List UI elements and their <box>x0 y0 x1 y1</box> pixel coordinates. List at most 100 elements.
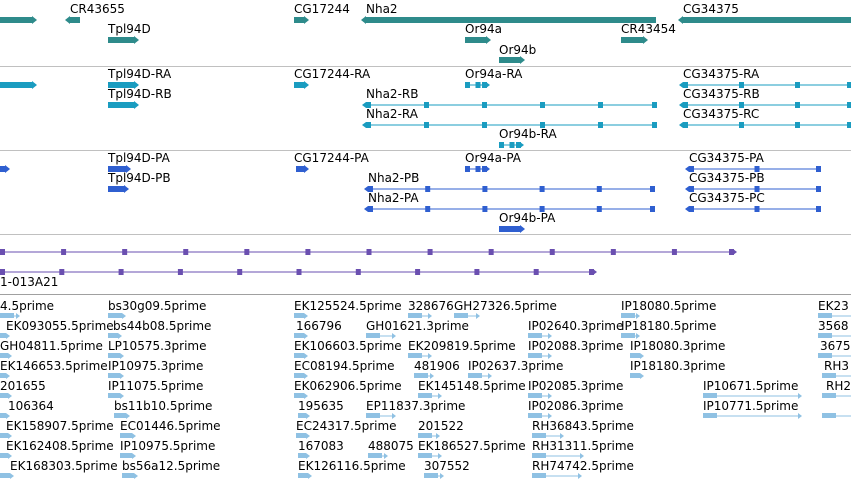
feature-ip02640-3prime[interactable] <box>528 333 552 339</box>
feature-label-cg34375-pa: CG34375-PA <box>689 151 764 165</box>
feature-ip02085-3prime[interactable] <box>528 393 552 399</box>
feature-nha2-ra[interactable] <box>362 122 657 128</box>
feature-or94b[interactable] <box>499 56 525 64</box>
feature-cr43655[interactable] <box>65 16 80 24</box>
feature-ek093055-5prime[interactable] <box>0 333 10 339</box>
feature-bs56a12-5prime[interactable] <box>122 473 138 479</box>
feature-or94a-pa[interactable] <box>465 166 490 172</box>
feature-bs30g09-5prime[interactable] <box>108 313 126 319</box>
feature-rh3[interactable] <box>822 373 851 379</box>
feature-201655[interactable] <box>0 393 12 399</box>
feature-ip10975-3prime[interactable] <box>108 373 124 379</box>
feature-ek106603-5prime[interactable] <box>294 353 308 359</box>
feature-rh2[interactable] <box>822 393 851 399</box>
feature-label-ek209819-5prime: EK209819.5prime <box>408 339 516 353</box>
feature-tpl94d[interactable] <box>108 36 139 44</box>
feature-195635[interactable] <box>298 413 310 419</box>
feature-ip18180-3prime[interactable] <box>630 373 644 379</box>
feature-tpl94d-rb[interactable] <box>108 101 139 109</box>
feature-cg34375-pb[interactable] <box>685 186 821 192</box>
feature-ip18080-3prime[interactable] <box>630 353 644 359</box>
feature-307552[interactable] <box>424 473 444 479</box>
feature-ip10771-5prime[interactable] <box>703 413 802 419</box>
feature-ip18180-5prime[interactable] <box>621 333 640 339</box>
feature-cg34375-pc[interactable] <box>685 206 821 212</box>
feature-ec24317-5prime[interactable] <box>296 433 310 439</box>
feature-tpl94d-pa[interactable] <box>108 165 131 173</box>
feature-ek145148-5prime[interactable] <box>418 393 442 399</box>
feature-ek126116-5prime[interactable] <box>298 473 312 479</box>
feature-488075[interactable] <box>368 453 388 459</box>
feature-cr43454[interactable] <box>621 36 648 44</box>
feature-ek146653-5prime[interactable] <box>0 373 10 379</box>
feature-ek186527-5prime[interactable] <box>418 453 442 459</box>
feature-ip02637-3prime[interactable] <box>468 373 492 379</box>
feature-cg34375-rc[interactable] <box>679 122 851 128</box>
feature-label-ek145148-5prime: EK145148.5prime <box>418 379 526 393</box>
feature-ip10975-5prime[interactable] <box>120 453 136 459</box>
feature-lp10575-3prime[interactable] <box>108 353 124 359</box>
feature-nha2-rb[interactable] <box>362 102 657 108</box>
feature-328676[interactable] <box>408 313 432 319</box>
feature-4-5prime[interactable] <box>0 313 20 319</box>
feature-offscreen-0-0[interactable] <box>0 16 37 24</box>
feature-166796[interactable] <box>294 333 308 339</box>
feature-label-gh04811-5prime: GH04811.5prime <box>0 339 103 353</box>
feature-or94a[interactable] <box>465 36 491 44</box>
feature-offscreen-1-0[interactable] <box>0 81 37 89</box>
feature-cg17244-ra[interactable] <box>294 81 309 89</box>
feature-ip02086-3prime[interactable] <box>528 413 552 419</box>
feature-label-cg34375-pb: CG34375-PB <box>689 171 765 185</box>
feature-rh31311-5prime[interactable] <box>532 453 584 459</box>
feature-ip10671-5prime[interactable] <box>703 393 802 399</box>
feature-label-tpl94d-ra: Tpl94D-RA <box>108 67 172 81</box>
feature-offscreen-3-0[interactable] <box>0 249 737 255</box>
feature-tpl94d-pb[interactable] <box>108 185 129 193</box>
feature-3568[interactable] <box>818 333 851 339</box>
feature-rh36843-5prime[interactable] <box>532 433 564 439</box>
feature-bs11b10-5prime[interactable] <box>114 413 130 419</box>
feature-481906[interactable] <box>414 373 434 379</box>
feature-1-013a21[interactable] <box>0 269 597 275</box>
feature-ek125524-5prime[interactable] <box>294 313 308 319</box>
feature-ek062906-5prime[interactable] <box>294 393 308 399</box>
feature-201522[interactable] <box>418 433 440 439</box>
feature-gh27326-5prime[interactable] <box>454 313 480 319</box>
feature-offscreen-2-0[interactable] <box>0 165 10 173</box>
feature-ek168303-5prime[interactable] <box>0 473 14 479</box>
feature-rh74742-5prime[interactable] <box>532 473 582 479</box>
feature-gh04811-5prime[interactable] <box>0 353 12 359</box>
feature-or94b-ra[interactable] <box>499 142 524 148</box>
feature-ip02088-3prime[interactable] <box>528 353 552 359</box>
feature-nha2-pb[interactable] <box>364 186 655 192</box>
feature-ec01446-5prime[interactable] <box>120 433 136 439</box>
feature-label-4-5prime: 4.5prime <box>0 299 55 313</box>
feature-cg34375[interactable] <box>678 16 851 24</box>
feature-ec08194-5prime[interactable] <box>294 373 308 379</box>
feature-ek209819-5prime[interactable] <box>408 353 432 359</box>
feature-cg17244[interactable] <box>294 16 309 24</box>
feature-ek23[interactable] <box>818 313 851 319</box>
feature-nha2[interactable] <box>361 16 656 24</box>
feature-cg34375-rb[interactable] <box>679 102 851 108</box>
feature-cg34375-ra[interactable] <box>679 82 851 88</box>
feature-or94a-ra[interactable] <box>465 82 490 88</box>
feature-nha2-pa[interactable] <box>364 206 655 212</box>
feature-offscreen-4-41[interactable] <box>822 413 851 419</box>
feature-167083[interactable] <box>298 453 310 459</box>
feature-ek158907-5prime[interactable] <box>0 433 12 439</box>
feature-106364[interactable] <box>0 413 10 419</box>
feature-ip11075-5prime[interactable] <box>108 393 124 399</box>
feature-cg34375-pa[interactable] <box>685 166 821 172</box>
feature-gh01621-3prime[interactable] <box>366 333 396 339</box>
feature-ep11837-3prime[interactable] <box>366 413 396 419</box>
feature-tpl94d-ra[interactable] <box>108 81 139 89</box>
feature-ip18080-5prime[interactable] <box>621 313 640 319</box>
feature-ek162408-5prime[interactable] <box>0 453 12 459</box>
feature-bs44b08-5prime[interactable] <box>108 333 122 339</box>
feature-cg17244-pa[interactable] <box>296 165 309 173</box>
feature-3675[interactable] <box>818 353 851 359</box>
feature-or94b-pa[interactable] <box>499 225 525 233</box>
feature-label-cg34375-ra: CG34375-RA <box>683 67 760 81</box>
